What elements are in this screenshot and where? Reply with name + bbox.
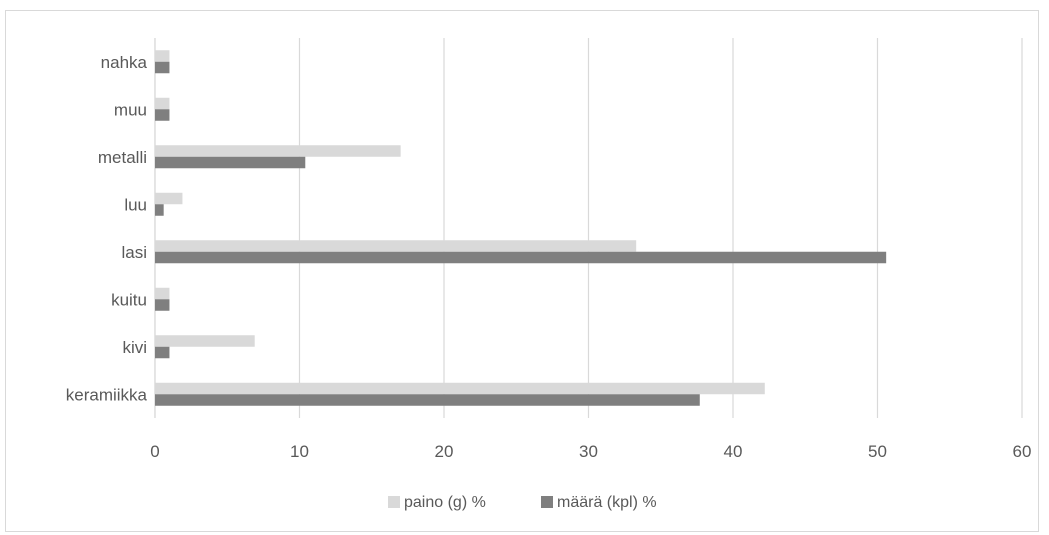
bar-nahka-maara bbox=[155, 61, 170, 74]
bar-kivi-maara bbox=[155, 346, 170, 359]
category-labels: keramiikka kivi kuitu lasi luu metalli muu nahk… bbox=[66, 53, 148, 405]
category-label-nahka: nahka bbox=[101, 53, 148, 72]
bar-kuitu-maara bbox=[155, 299, 170, 311]
bar-lasi-maara bbox=[155, 251, 887, 264]
x-tick-label: 30 bbox=[579, 442, 598, 461]
bar-keramiikka-maara bbox=[155, 394, 700, 406]
bar-kivi-paino bbox=[155, 335, 255, 347]
category-label-keramiikka: keramiikka bbox=[66, 385, 148, 404]
legend-swatch-maara bbox=[541, 496, 553, 508]
category-label-metalli: metalli bbox=[98, 148, 147, 167]
bar-keramiikka-paino bbox=[155, 382, 765, 395]
legend: paino (g) % määrä (kpl) % bbox=[388, 494, 657, 511]
category-label-kivi: kivi bbox=[122, 338, 147, 357]
chart-frame bbox=[5, 10, 1039, 532]
bar-kuitu-paino bbox=[155, 287, 170, 300]
bar-lasi-paino bbox=[155, 240, 637, 252]
bar-muu-paino bbox=[155, 97, 170, 110]
tick-labels: 0 10 20 30 40 50 60 bbox=[150, 442, 1031, 461]
bar-nahka-paino bbox=[155, 50, 170, 62]
x-tick-label: 50 bbox=[868, 442, 887, 461]
bar-luu-paino bbox=[155, 192, 183, 205]
legend-swatch-paino bbox=[388, 496, 400, 508]
bar-muu-maara bbox=[155, 109, 170, 121]
category-label-kuitu: kuitu bbox=[111, 290, 147, 309]
bars bbox=[155, 50, 887, 406]
bar-metalli-maara bbox=[155, 156, 306, 169]
gridlines bbox=[154, 38, 1023, 418]
x-tick-label: 10 bbox=[290, 442, 309, 461]
category-label-muu: muu bbox=[114, 100, 147, 119]
category-label-luu: luu bbox=[124, 195, 147, 214]
x-tick-label: 0 bbox=[150, 442, 159, 461]
x-tick-label: 40 bbox=[724, 442, 743, 461]
bar-metalli-paino bbox=[155, 145, 401, 157]
category-label-lasi: lasi bbox=[121, 243, 147, 262]
bar-luu-maara bbox=[155, 204, 164, 216]
legend-label-paino: paino (g) % bbox=[404, 494, 486, 511]
legend-label-maara: määrä (kpl) % bbox=[557, 494, 657, 511]
x-tick-label: 20 bbox=[435, 442, 454, 461]
x-tick-label: 60 bbox=[1013, 442, 1032, 461]
